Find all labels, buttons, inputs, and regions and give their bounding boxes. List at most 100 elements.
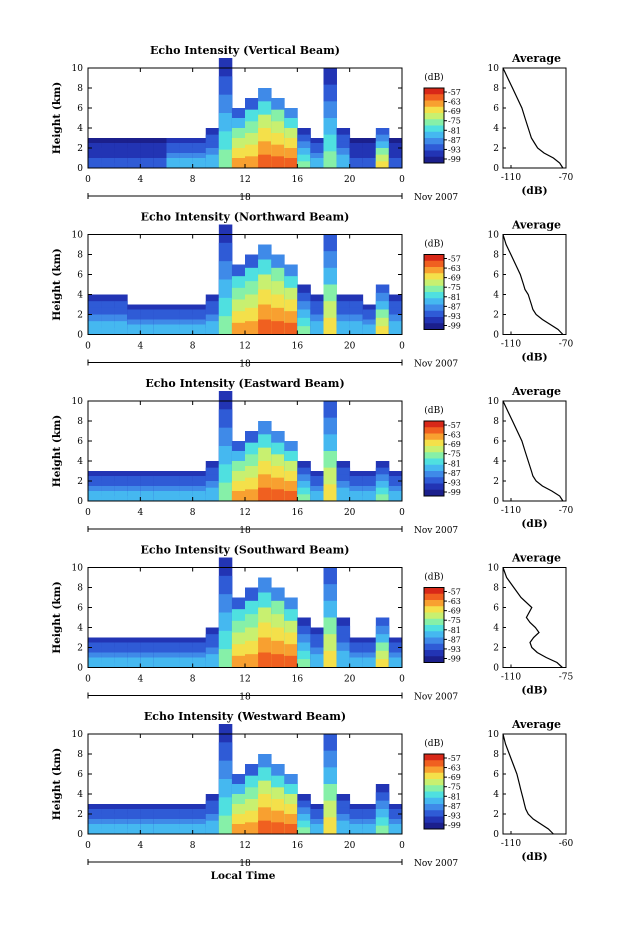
average-profile: Average 0 2 4 6 8 10 -110 -70 (dB) (488, 219, 574, 364)
profile-x-tick-label: -70 (559, 506, 574, 516)
x-tick-label: 8 (190, 675, 196, 685)
profile-y-tick-label: 0 (493, 164, 499, 174)
heatmap-cell (140, 329, 154, 335)
heatmap-cell (127, 829, 141, 834)
profile-x-tick-label: -70 (559, 173, 574, 183)
profile-x-label: (dB) (521, 185, 547, 197)
profile-frame (502, 567, 567, 668)
heatmap (88, 391, 403, 501)
profile-y-tick-label: 6 (493, 770, 499, 780)
colorbar-swatch (424, 310, 444, 318)
profile-frame (502, 67, 567, 169)
average-profile: Average 0 2 4 6 8 10 -110 -75 (dB) (488, 552, 574, 697)
x-tick-label: 0 (399, 675, 405, 685)
heatmap-cell (140, 496, 154, 501)
profile-x-tick-label: -75 (559, 673, 574, 683)
profile-y-tick-label: 6 (493, 604, 499, 614)
heatmap-cell (205, 494, 220, 501)
colorbar-swatch (424, 625, 444, 632)
x-tick-label: 12 (239, 342, 250, 352)
y-tick-label: 6 (77, 604, 83, 614)
heatmap-cell (101, 496, 115, 501)
colorbar-swatch (424, 452, 444, 459)
colorbar-tick-label: -57 (448, 88, 461, 97)
y-axis-label: Height (km) (51, 415, 63, 487)
heatmap-cell (88, 662, 102, 668)
heatmap-cell (140, 163, 154, 168)
heatmap-cell (284, 158, 298, 168)
date-label: 18 (239, 360, 251, 370)
heatmap-cell (271, 321, 285, 335)
x-tick-label: 0 (85, 841, 91, 851)
colorbar-tick-label: -57 (448, 421, 461, 430)
colorbar-swatch (424, 464, 444, 472)
heatmap-cell (166, 163, 180, 168)
profile-y-tick-label: 6 (493, 437, 499, 447)
heatmap-cell (310, 327, 324, 335)
heatmap-cell (218, 316, 233, 335)
heatmap-cell (205, 161, 220, 168)
profile-frame (502, 733, 567, 835)
heatmap-cell (297, 827, 311, 834)
heatmap-cell (140, 662, 154, 668)
colorbar-swatch (424, 427, 444, 434)
colorbar-frame (423, 753, 445, 830)
colorbar-swatch (424, 650, 444, 657)
average-profile: Average 0 2 4 6 8 10 -110 -60 (dB) (488, 718, 574, 863)
heatmap-cell (388, 496, 403, 501)
colorbar-swatch (424, 606, 444, 613)
panel-title: Echo Intensity (Eastward Beam) (145, 377, 344, 390)
profile-y-tick-label: 10 (488, 231, 500, 241)
y-tick-label: 2 (77, 644, 83, 654)
colorbar-tick-label: -81 (448, 293, 461, 302)
x-tick-label: 0 (399, 342, 405, 352)
heatmap-cell (375, 825, 390, 834)
colorbar-tick-label: -87 (448, 469, 461, 478)
heatmap-cell (127, 163, 141, 168)
heatmap-cell (231, 158, 246, 168)
colorbar-swatch (424, 100, 444, 108)
panel-title: Echo Intensity (Southward Beam) (141, 544, 350, 557)
colorbar-swatch (424, 471, 444, 478)
colorbar-swatch (424, 304, 444, 312)
colorbar-swatch (424, 106, 444, 114)
profile-y-tick-label: 0 (493, 331, 499, 341)
y-tick-label: 4 (77, 457, 83, 467)
heatmap-cell (388, 327, 403, 335)
colorbar-swatch (424, 94, 444, 101)
x-axis-label: Local Time (211, 870, 276, 882)
colorbar-tick-label: -99 (448, 488, 461, 497)
profile-y-tick-label: 2 (493, 311, 499, 321)
colorbar-swatch (424, 600, 444, 607)
heatmap-cell (153, 163, 167, 168)
colorbar-swatch (424, 267, 444, 274)
heatmap-cell (310, 660, 324, 668)
colorbar-swatch (424, 779, 444, 786)
heatmap-cell (323, 484, 337, 501)
profile-title: Average (511, 52, 561, 65)
colorbar-swatch (424, 156, 444, 164)
colorbar-tick-label: -69 (448, 274, 461, 283)
heatmap-cell (336, 327, 351, 335)
panel-2: Echo Intensity (Northward Beam) 0 2 4 6 8 10 He… (51, 211, 574, 370)
heatmap-cell (192, 662, 207, 668)
profile-title: Average (511, 219, 561, 232)
colorbar-swatch (424, 631, 444, 638)
y-tick-label: 0 (77, 164, 83, 174)
heatmap-cell (218, 149, 233, 168)
colorbar-tick-label: -93 (448, 478, 461, 487)
y-axis-label: Height (km) (51, 748, 63, 820)
average-profile: Average 0 2 4 6 8 10 -110 -70 (dB) (488, 385, 574, 530)
colorbar-tick-label: -63 (448, 764, 461, 773)
x-tick-label: 0 (85, 508, 91, 518)
colorbar-swatch (424, 785, 444, 792)
profile-y-tick-label: 4 (493, 291, 499, 301)
profile-line (502, 67, 564, 169)
x-tick-label: 16 (292, 342, 304, 352)
heatmap-cell (166, 662, 180, 668)
heatmap-cell (245, 654, 259, 668)
heatmap-cell (297, 494, 311, 501)
heatmap-cell (375, 659, 390, 668)
y-tick-label: 6 (77, 104, 83, 114)
profile-line (502, 234, 564, 335)
